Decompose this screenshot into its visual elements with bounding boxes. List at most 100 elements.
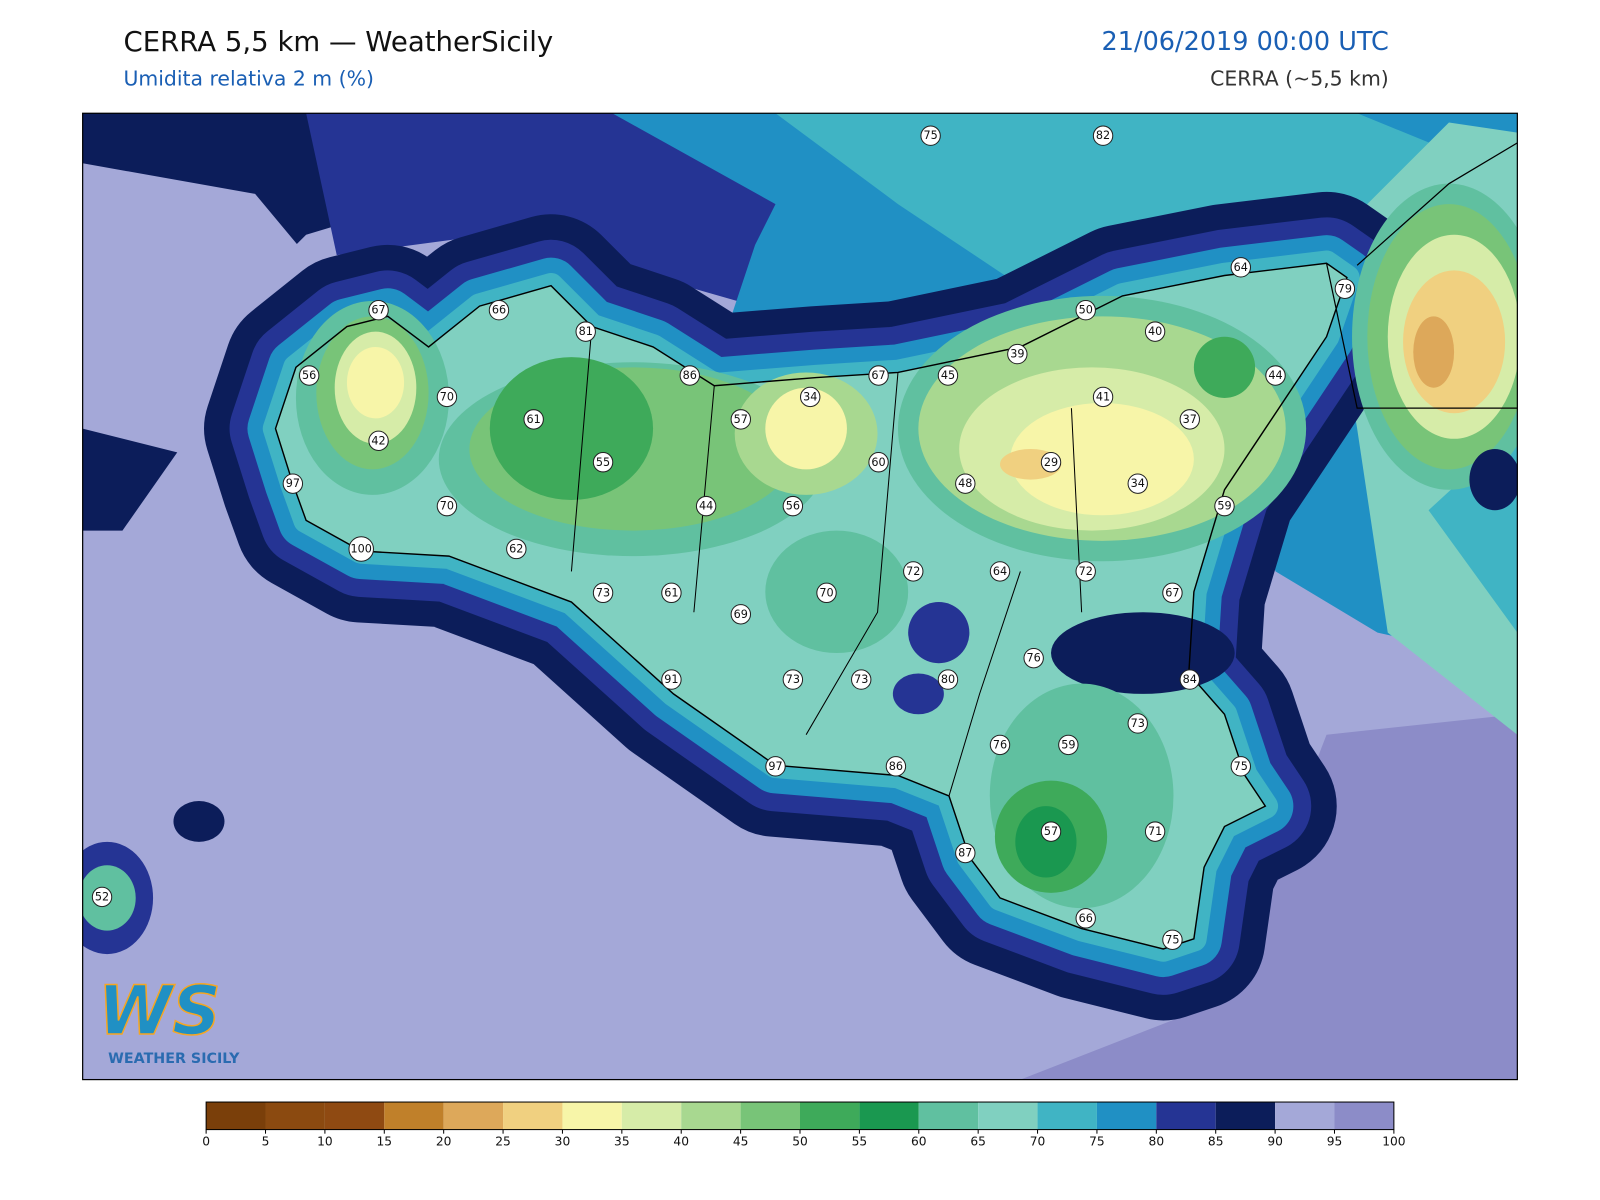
station-marker	[1092, 386, 1114, 408]
colorbar-bin	[503, 1102, 563, 1130]
station-marker	[989, 734, 1011, 756]
station-marker	[782, 495, 804, 517]
station: 52	[91, 886, 113, 908]
colorbar-bin	[978, 1102, 1038, 1130]
station-marker	[937, 669, 959, 690]
colorbar-tick-label: 25	[495, 1134, 511, 1148]
station-marker	[1058, 734, 1079, 756]
colorbar-tick-label: 75	[1089, 1134, 1105, 1148]
station: 73	[1127, 713, 1148, 734]
station: 70	[816, 582, 837, 604]
station: 81	[575, 321, 596, 342]
colorbar-bin	[1156, 1102, 1216, 1130]
station-value: 42	[371, 434, 385, 447]
station-marker	[368, 430, 389, 452]
field-band	[346, 346, 405, 419]
station-value: 72	[1079, 565, 1093, 578]
station: 67	[1162, 582, 1183, 604]
colorbar-tick-label: 45	[733, 1134, 749, 1148]
station-marker	[1179, 409, 1200, 430]
colorbar-tick-label: 5	[262, 1134, 270, 1148]
station-marker	[523, 409, 544, 430]
station: 45	[937, 365, 959, 386]
stations: 75 82 64 79 67 66 81 50 40 56 70 86 67 45 39 44 34 41 61 57…	[91, 125, 1356, 950]
station: 61	[523, 409, 544, 430]
station-marker	[1144, 821, 1166, 842]
station-marker	[1075, 561, 1096, 582]
station-value: 75	[1234, 760, 1248, 773]
station-value: 86	[683, 369, 697, 382]
station: 75	[1230, 756, 1252, 777]
field-band	[173, 801, 225, 842]
station-marker	[1334, 278, 1356, 299]
station: 44	[695, 495, 717, 517]
station-value: 70	[440, 390, 454, 403]
station: 71	[1144, 821, 1166, 842]
station-value: 57	[734, 413, 748, 426]
station: 44	[1265, 365, 1286, 386]
station: 64	[989, 561, 1011, 582]
station-value: 73	[596, 586, 610, 599]
station-marker	[1023, 647, 1044, 669]
colorbar-bin	[918, 1102, 979, 1130]
station-marker	[782, 669, 804, 690]
station-marker	[1040, 452, 1062, 473]
station-value: 75	[1165, 933, 1179, 946]
station-marker	[488, 300, 510, 321]
station-value: 87	[958, 847, 972, 860]
station-marker	[1075, 300, 1096, 321]
station-marker	[1230, 756, 1252, 777]
colorbar-tick-label: 95	[1327, 1134, 1343, 1148]
station-value: 97	[286, 477, 300, 490]
colorbar-bin	[206, 1102, 266, 1130]
station-value: 34	[1131, 477, 1145, 490]
station: 56	[782, 495, 804, 517]
station-value: 76	[993, 738, 1007, 751]
station-value: 40	[1148, 325, 1162, 338]
station-value: 70	[819, 586, 833, 599]
station-marker	[730, 409, 752, 430]
colorbar-bin	[1215, 1102, 1276, 1130]
station-value: 79	[1338, 282, 1352, 295]
station-value: 80	[941, 673, 955, 686]
colorbar-tick-label: 35	[614, 1134, 630, 1148]
subtitle: Umidita relativa 2 m (%)	[123, 67, 373, 91]
field-band	[306, 113, 796, 307]
station-marker	[592, 582, 614, 604]
station: 84	[1179, 669, 1200, 690]
colorbar-tick-label: 85	[1208, 1134, 1224, 1148]
station-value: 71	[1148, 825, 1162, 838]
station: 59	[1214, 495, 1235, 517]
station-value: 69	[734, 608, 748, 621]
colorbar-bin	[800, 1102, 860, 1130]
station: 60	[868, 452, 889, 473]
station-value: 41	[1096, 390, 1110, 403]
field-band	[1015, 806, 1077, 878]
field-band	[82, 163, 307, 460]
station: 97	[765, 756, 786, 777]
station: 39	[1007, 343, 1028, 365]
station: 48	[955, 473, 976, 494]
station-value: 57	[1044, 825, 1058, 838]
station: 73	[592, 582, 614, 604]
station-value: 29	[1044, 456, 1058, 469]
station: 57	[730, 409, 752, 430]
station-marker	[816, 582, 837, 604]
station-value: 55	[596, 456, 610, 469]
station: 64	[1230, 257, 1252, 278]
station-marker	[695, 495, 717, 517]
station: 56	[298, 365, 320, 386]
colorbar-tick-label: 15	[376, 1134, 392, 1148]
colorbar-tick-label: 60	[911, 1134, 927, 1148]
field-band	[1469, 448, 1518, 511]
station-value: 34	[803, 390, 817, 403]
map-frame	[82, 112, 1518, 1081]
field-band	[1010, 403, 1194, 516]
station-value: 56	[786, 500, 800, 513]
station: 67	[868, 365, 889, 386]
date: 21/06/2019 00:00 UTC	[1102, 27, 1389, 57]
station-value: 73	[786, 673, 800, 686]
field	[82, 113, 1518, 1080]
station-marker	[1162, 929, 1183, 950]
